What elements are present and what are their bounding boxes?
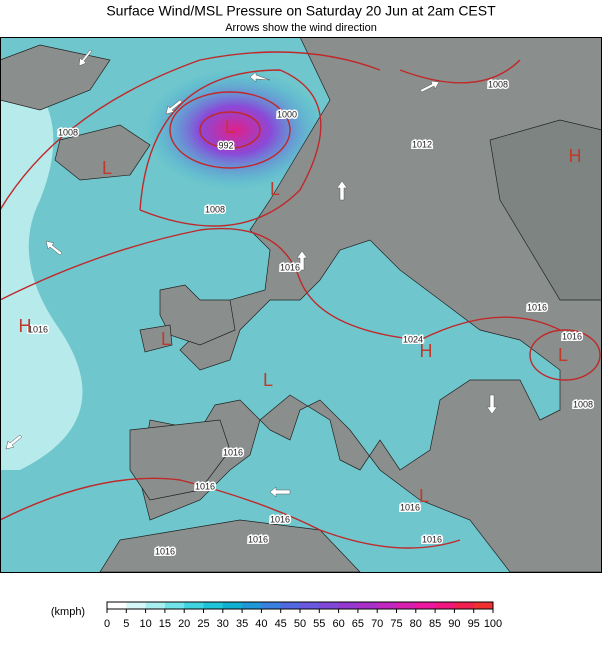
legend: (kmph) 0 5 10 15 20 25 30 35 40 45 50 55 60 65 70 75 80 8… [51, 601, 502, 630]
pressure-center: L [225, 117, 235, 137]
isobar-label: 1024 [403, 334, 423, 344]
color-swatch [145, 602, 166, 609]
tick-label: 25 [197, 618, 209, 630]
pressure-center: H [569, 146, 582, 166]
tick-label: 30 [217, 618, 229, 630]
title: Surface Wind/MSL Pressure on Saturday 20… [106, 3, 496, 19]
color-swatch [377, 602, 397, 609]
color-swatch [280, 602, 301, 609]
pressure-center: L [270, 179, 280, 199]
color-swatch [184, 602, 204, 609]
pressure-center: L [263, 370, 273, 390]
isobars [0, 51, 601, 549]
tick-label: 100 [484, 618, 502, 630]
color-swatch [203, 602, 224, 609]
legend-unit: (kmph) [51, 606, 85, 618]
tick-label: 15 [159, 618, 171, 630]
isobar-label: 1016 [195, 481, 215, 491]
isobar-label: 1016 [155, 546, 175, 556]
pressure-center: H [420, 341, 433, 361]
color-swatch [126, 602, 146, 609]
pressure-center: L [419, 486, 429, 506]
pressure-center: L [558, 345, 568, 365]
tick-label: 35 [236, 618, 248, 630]
pressure-center: L [102, 158, 112, 178]
tick-label: 85 [429, 618, 441, 630]
isobar-label: 1000 [277, 109, 297, 119]
isobar-label: 1016 [270, 514, 290, 524]
pressure-center: L [161, 329, 171, 349]
isobar-label: 1008 [58, 127, 78, 137]
isobar-label: 1016 [400, 502, 420, 512]
color-swatch [164, 602, 185, 609]
isobar-label: 1016 [248, 534, 268, 544]
isobar-label: 1008 [573, 399, 593, 409]
isobar-label: 1016 [223, 447, 243, 457]
tick-label: 10 [139, 618, 151, 630]
isobar-label: 1008 [205, 204, 225, 214]
tick-label: 50 [294, 618, 306, 630]
isobar-label: 1016 [527, 302, 547, 312]
color-swatch [415, 602, 436, 609]
isobar-label: 1016 [280, 262, 300, 272]
isobar-label: 1016 [562, 331, 582, 341]
tick-label: 60 [332, 618, 344, 630]
color-swatch [435, 602, 455, 609]
tick-label: 20 [178, 618, 190, 630]
tick-label: 75 [390, 618, 402, 630]
pressure-center: H [19, 316, 32, 336]
color-swatch [107, 602, 127, 609]
tick-label: 80 [410, 618, 422, 630]
color-swatch [338, 602, 359, 609]
tick-label: 90 [448, 618, 460, 630]
tick-label: 55 [313, 618, 325, 630]
isobar-label: 1016 [422, 534, 442, 544]
tick-label: 40 [255, 618, 267, 630]
color-swatch [396, 602, 417, 609]
color-swatch [222, 602, 243, 609]
tick-label: 5 [123, 618, 129, 630]
subtitle: Arrows show the wind direction [225, 22, 377, 34]
color-swatch [319, 602, 339, 609]
isobar-label: 1012 [412, 139, 432, 149]
color-swatch [261, 602, 281, 609]
color-swatch [300, 602, 320, 609]
wind-arrows [5, 49, 498, 498]
tick-label: 45 [275, 618, 287, 630]
calm-sea [0, 60, 83, 470]
isobar-label: 992 [218, 140, 233, 150]
tick-label: 70 [371, 618, 383, 630]
land [0, 37, 602, 572]
map: 1008 992 1000 1008 1016 1016 1024 1016 1… [0, 37, 602, 573]
tick-label: 95 [468, 618, 480, 630]
tick-label: 0 [104, 618, 110, 630]
color-swatch [242, 602, 262, 609]
isobar-label: 1016 [28, 324, 48, 334]
color-swatch [473, 602, 494, 609]
color-swatch [357, 602, 378, 609]
low-pressure-wind [145, 70, 325, 190]
color-swatch [454, 602, 474, 609]
isobar-label: 1008 [488, 79, 508, 89]
tick-label: 65 [352, 618, 364, 630]
